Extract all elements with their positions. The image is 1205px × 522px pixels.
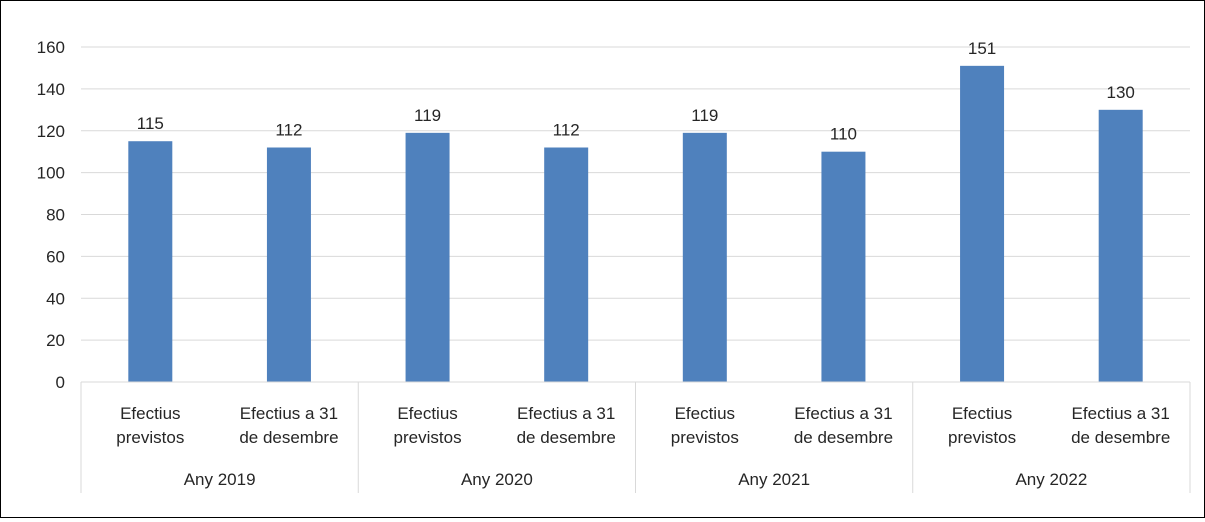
group-label: Any 2019: [184, 470, 256, 489]
y-tick-label: 20: [46, 331, 65, 350]
bar: [682, 132, 727, 382]
y-tick-label: 140: [37, 80, 65, 99]
y-tick-label: 0: [56, 373, 65, 392]
bar: [960, 65, 1005, 382]
data-label: 112: [275, 121, 302, 140]
x-tick-label: de desembre: [1071, 428, 1170, 447]
x-tick-label: Efectius a 31: [794, 404, 892, 423]
group-label: Any 2020: [461, 470, 533, 489]
x-tick-label: de desembre: [239, 428, 338, 447]
data-label: 130: [1107, 83, 1135, 102]
x-tick-label: de desembre: [794, 428, 893, 447]
x-tick-label: de desembre: [517, 428, 616, 447]
y-tick-label: 120: [37, 122, 65, 141]
data-label: 151: [968, 39, 996, 58]
data-label: 110: [830, 125, 857, 144]
y-tick-label: 160: [37, 38, 65, 57]
y-tick-label: 80: [46, 206, 65, 225]
x-tick-label: previstos: [116, 428, 184, 447]
bar: [128, 141, 173, 382]
bar: [544, 147, 589, 382]
data-label: 112: [553, 121, 580, 140]
x-tick-label: Efectius a 31: [1072, 404, 1170, 423]
x-tick-label: Efectius: [120, 404, 180, 423]
x-tick-label: Efectius: [675, 404, 735, 423]
x-tick-label: previstos: [948, 428, 1016, 447]
y-tick-label: 60: [46, 247, 65, 266]
data-label: 115: [137, 114, 164, 133]
x-tick-label: Efectius a 31: [240, 404, 338, 423]
x-tick-label: previstos: [394, 428, 462, 447]
y-tick-label: 100: [37, 164, 65, 183]
x-tick-label: Efectius a 31: [517, 404, 615, 423]
y-tick-label: 40: [46, 289, 65, 308]
group-label: Any 2022: [1015, 470, 1087, 489]
x-tick-label: Efectius: [952, 404, 1012, 423]
bar: [1098, 109, 1143, 382]
data-label: 119: [414, 106, 441, 125]
bar: [821, 151, 866, 382]
group-label: Any 2021: [738, 470, 810, 489]
data-label: 119: [691, 106, 718, 125]
bar: [405, 132, 450, 382]
x-tick-label: Efectius: [397, 404, 457, 423]
bar: [266, 147, 311, 382]
x-tick-label: previstos: [671, 428, 739, 447]
